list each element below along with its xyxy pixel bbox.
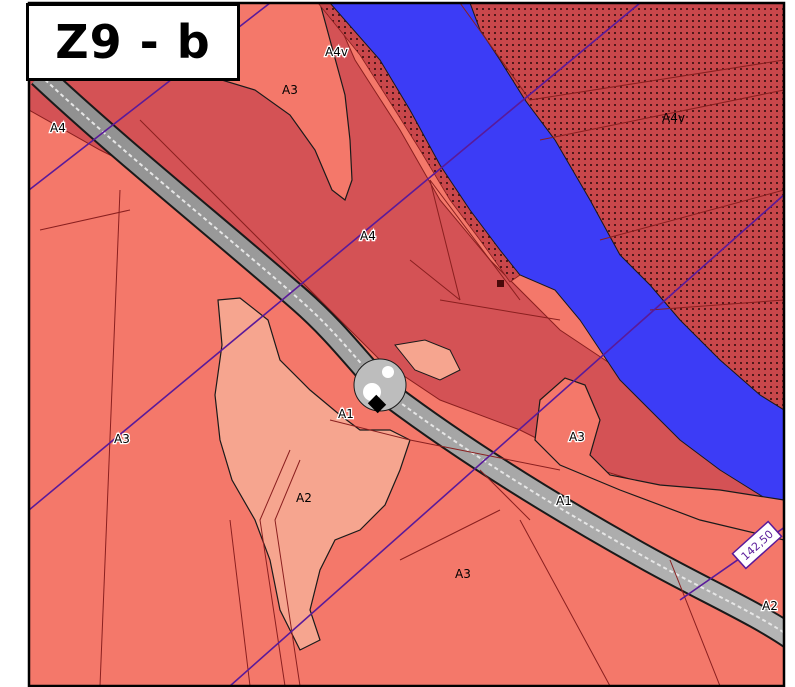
label-a1-center: A1	[338, 407, 354, 421]
river	[329, 3, 784, 511]
map-title: Z9 - b	[55, 15, 211, 69]
label-a1-road: A1	[556, 494, 572, 508]
label-a3-top: A3	[282, 83, 298, 97]
map-border	[27, 1, 786, 687]
map-title-box: Z9 - b	[26, 3, 240, 81]
label-a2-right: A2	[762, 599, 778, 613]
label-a4-left: A4	[50, 121, 66, 135]
parcel-boundaries	[39, 3, 784, 686]
zone-a2-junction	[394, 339, 461, 381]
label-a4v-top: A4v	[325, 45, 348, 59]
zone-a3-right	[534, 377, 784, 541]
label-a3-right: A3	[569, 430, 585, 444]
label-a4v-right: A4v	[662, 111, 685, 125]
zone-labels: A4v A4v A3 A4 A4 A3 A1 A3 A2 A1 A3 A2	[49, 44, 779, 615]
label-a4-center: A4	[360, 229, 376, 243]
building-marker	[367, 394, 387, 414]
small-building	[497, 280, 504, 287]
label-a3-bottom: A3	[455, 567, 471, 581]
zone-a2	[214, 297, 411, 651]
label-a2-center: A2	[296, 491, 312, 505]
junction-highlight-2	[382, 366, 394, 378]
label-a3-left: A3	[114, 432, 130, 446]
